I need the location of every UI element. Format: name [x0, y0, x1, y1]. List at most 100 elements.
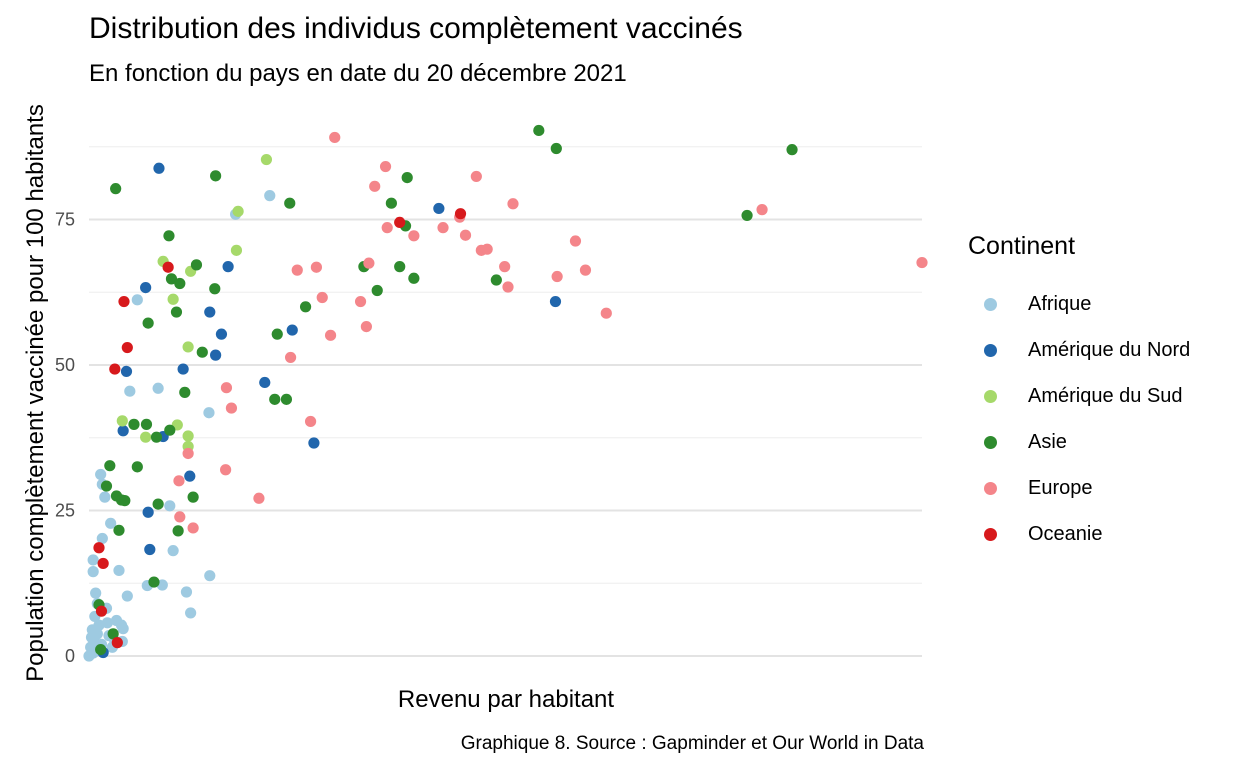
chart-title: Distribution des individus complètement … [89, 12, 743, 45]
data-point [87, 566, 99, 578]
data-point [259, 376, 271, 389]
legend-item: Amérique du Nord [968, 327, 1190, 373]
legend-label: Europe [1028, 476, 1093, 499]
data-point [371, 284, 383, 297]
data-point [142, 317, 154, 329]
data-point [96, 532, 108, 545]
data-point [204, 306, 216, 318]
data-point [165, 273, 178, 285]
data-point [128, 418, 140, 430]
data-point [116, 415, 128, 427]
x-axis-label: Revenu par habitant [397, 686, 615, 713]
legend-key [984, 527, 997, 541]
data-point [142, 506, 154, 518]
data-point [215, 328, 228, 340]
data-point [109, 363, 121, 375]
data-point [786, 144, 798, 156]
data-point [190, 259, 203, 271]
data-point [167, 545, 179, 557]
data-point [117, 623, 129, 635]
legend-key [984, 481, 997, 495]
data-point [210, 349, 222, 361]
data-point [271, 328, 283, 340]
y-tick-label: 50 [55, 355, 75, 375]
legend-item: Europe [968, 465, 1190, 511]
data-point [167, 293, 179, 305]
legend-key [984, 297, 997, 311]
data-point [533, 124, 545, 137]
data-point [179, 386, 191, 398]
data-point [105, 517, 117, 529]
data-point [209, 283, 221, 295]
data-point [232, 205, 244, 217]
data-point [164, 424, 176, 436]
data-point [118, 295, 130, 308]
data-point [470, 170, 482, 183]
data-point [120, 365, 133, 378]
data-point [308, 437, 320, 449]
data-point [184, 470, 196, 482]
data-point [119, 495, 131, 507]
data-point [182, 341, 194, 353]
data-point [99, 491, 111, 503]
data-point [148, 576, 160, 588]
data-point [220, 382, 233, 394]
data-point [172, 525, 184, 537]
data-point [284, 197, 296, 209]
legend: Continent Afrique Amérique du Nord Amériqu… [968, 232, 1190, 557]
data-point [291, 264, 303, 276]
legend-label: Oceanie [1028, 522, 1103, 545]
data-point [269, 393, 281, 405]
data-point [310, 261, 323, 273]
data-point [152, 498, 164, 510]
data-point [369, 180, 381, 192]
y-tick-label: 25 [55, 501, 75, 521]
data-point [174, 277, 186, 290]
data-point [264, 190, 276, 202]
data-point [433, 202, 445, 215]
data-point [459, 229, 472, 241]
data-point [299, 301, 312, 313]
data-point [600, 307, 612, 319]
data-point [551, 270, 563, 283]
data-point [490, 274, 502, 286]
data-point [203, 407, 215, 419]
data-point [140, 431, 152, 443]
data-point [93, 542, 105, 554]
data-point [569, 235, 582, 247]
data-point [225, 402, 238, 414]
data-point [381, 222, 393, 234]
data-point [110, 183, 122, 195]
data-point [104, 460, 116, 472]
data-point [187, 522, 199, 534]
data-point [177, 363, 189, 375]
data-points [83, 124, 928, 662]
data-point [152, 382, 164, 394]
data-point [87, 554, 99, 566]
data-point [150, 431, 163, 443]
data-point [579, 264, 592, 276]
legend-item: Asie [968, 419, 1190, 465]
legend-label: Amérique du Nord [1028, 338, 1191, 361]
data-point [286, 324, 298, 336]
data-point [385, 197, 397, 209]
data-point [173, 475, 185, 487]
legend-label: Afrique [1028, 292, 1092, 315]
data-point [210, 170, 222, 182]
data-point [140, 281, 152, 294]
legend-item: Afrique [968, 281, 1190, 327]
data-point [174, 511, 186, 523]
data-point [113, 524, 125, 536]
data-point [437, 222, 449, 234]
y-axis-ticks: 0 25 50 75 [55, 210, 75, 667]
data-point [101, 617, 113, 629]
legend-label: Amérique du Sud [1028, 384, 1183, 407]
data-point [162, 261, 174, 273]
data-point [204, 570, 216, 582]
legend-item: Oceanie [968, 511, 1190, 557]
data-point [280, 393, 293, 405]
data-point [329, 131, 341, 144]
data-point [182, 447, 194, 460]
data-point [284, 351, 297, 364]
